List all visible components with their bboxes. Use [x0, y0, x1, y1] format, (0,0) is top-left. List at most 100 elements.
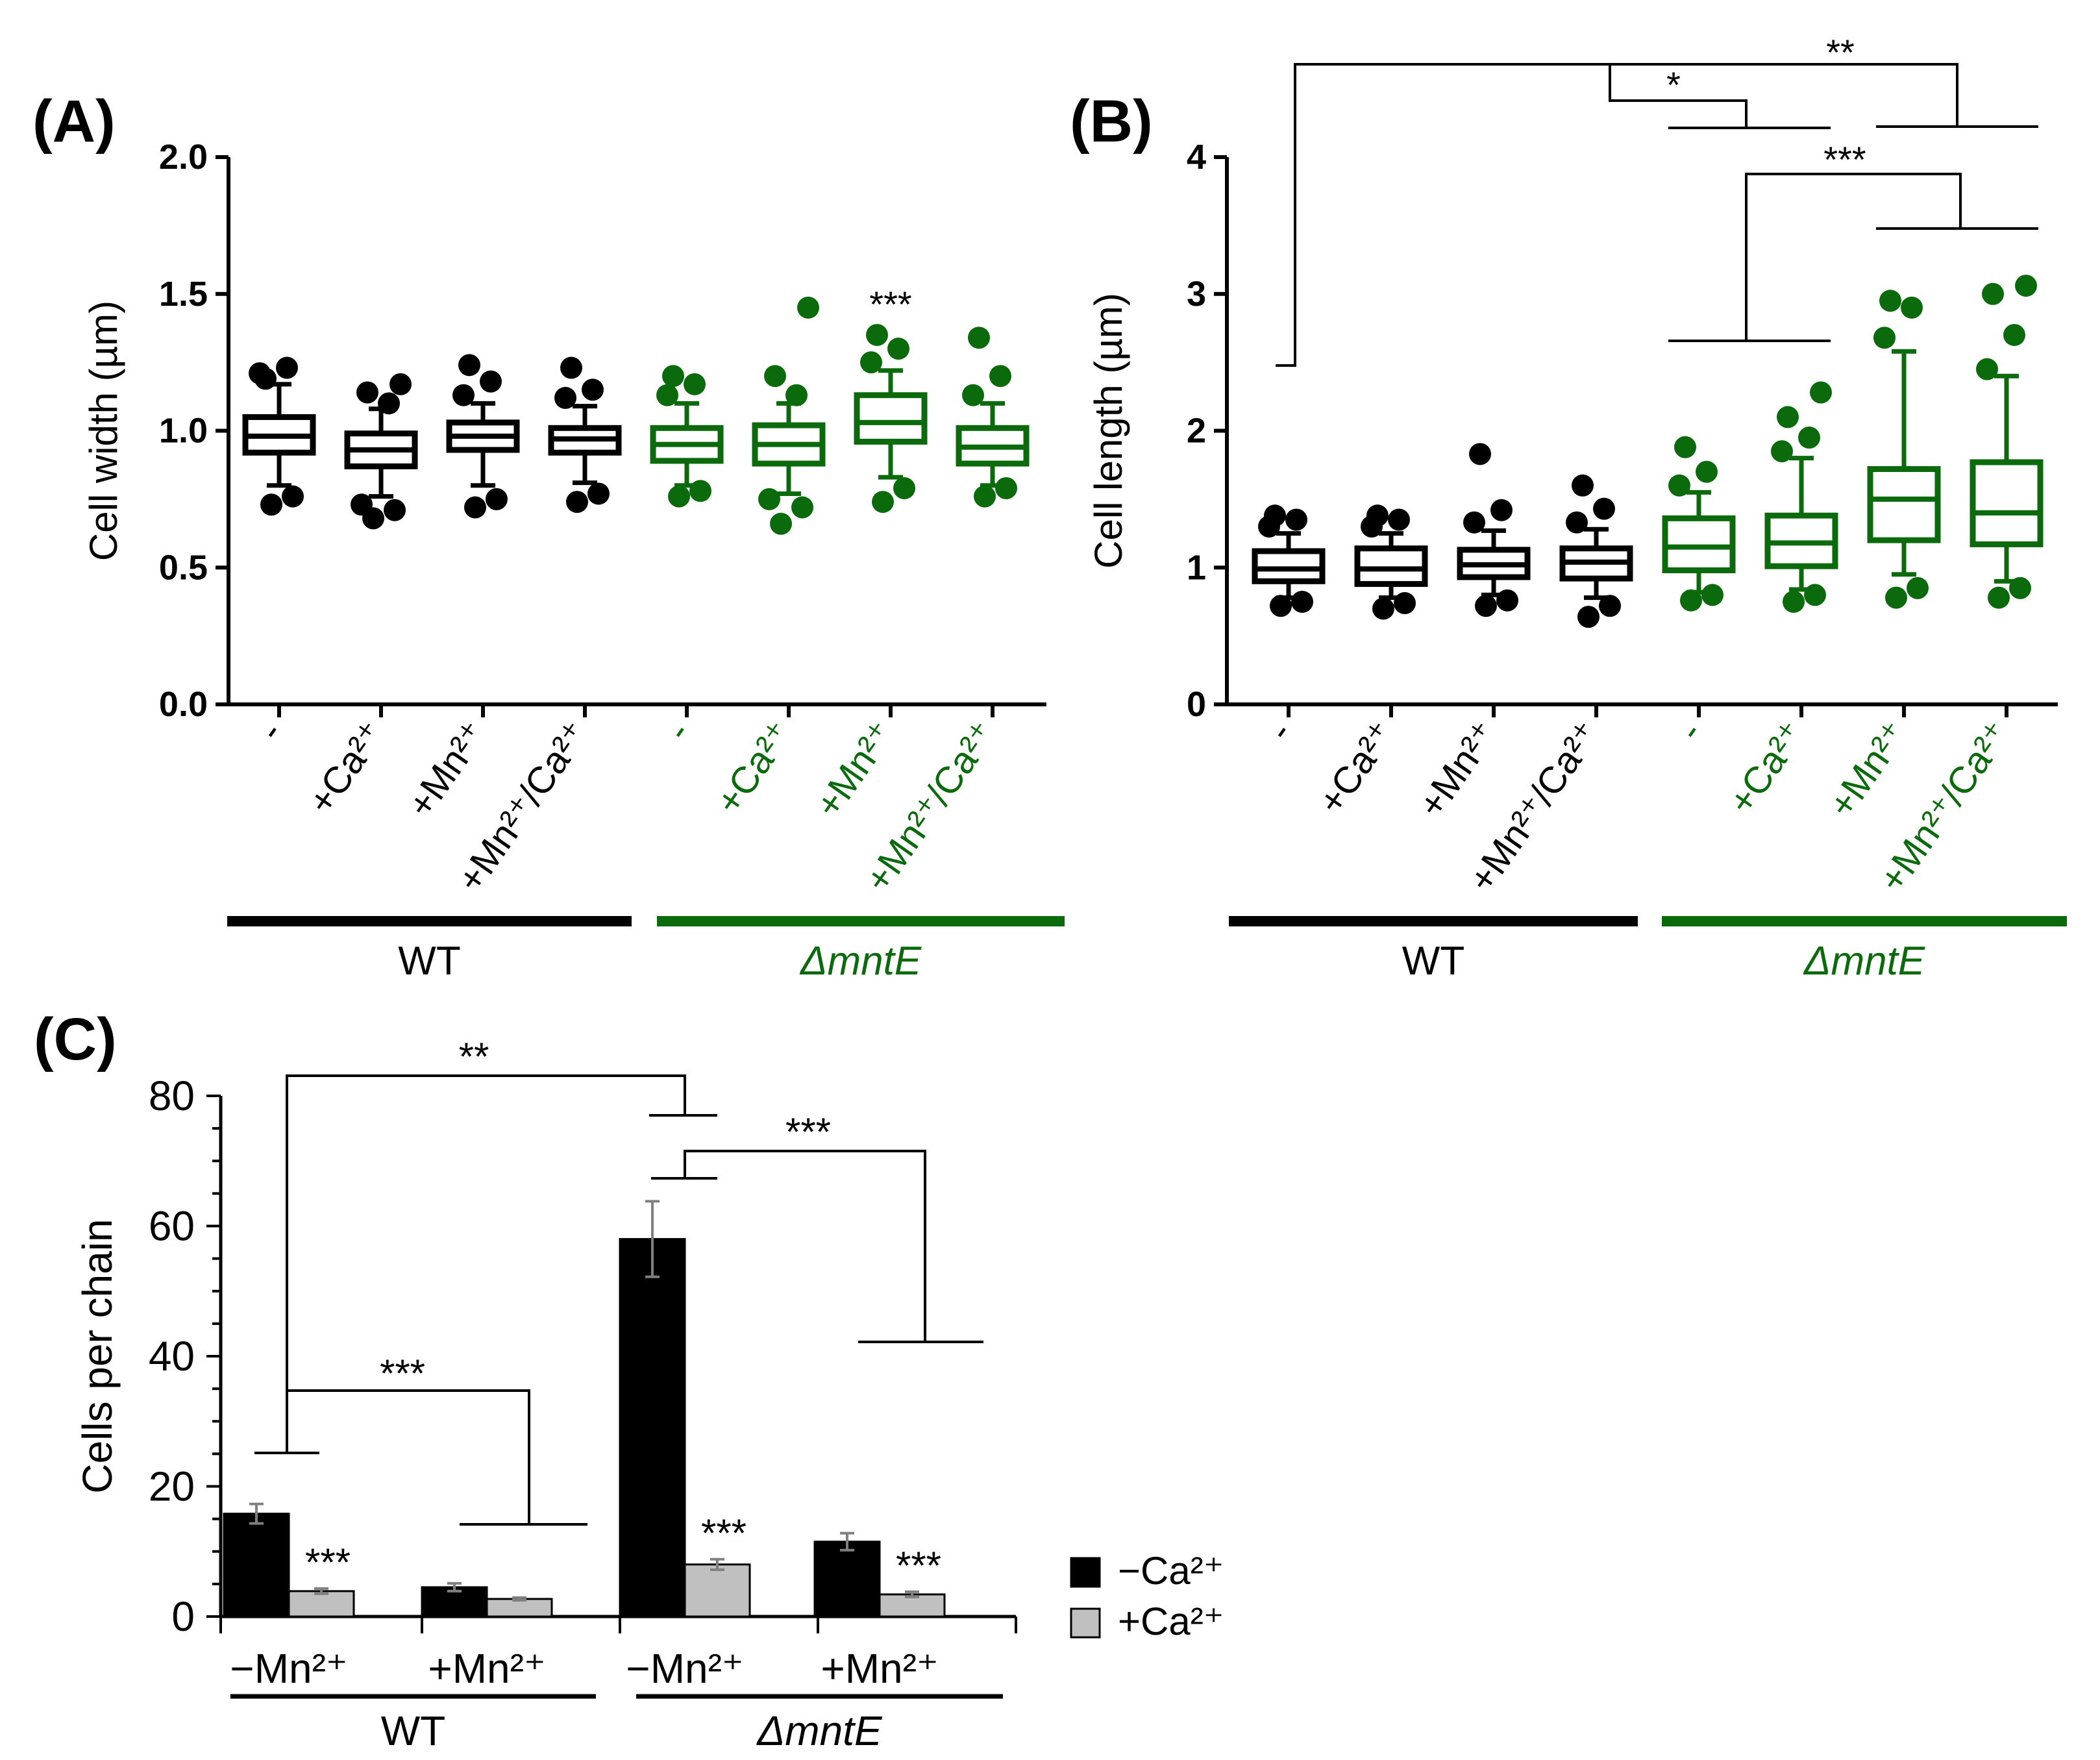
- x-category-label: +Mn²⁺: [1410, 713, 1506, 825]
- y-tick-label: 60: [149, 1203, 195, 1250]
- outlier-point: [1777, 406, 1799, 428]
- outlier-point: [384, 499, 406, 521]
- significance-label: *: [1666, 64, 1681, 105]
- outlier-point: [351, 493, 373, 516]
- outlier-point: [1572, 474, 1594, 497]
- outlier-point: [1873, 327, 1896, 349]
- outlier-point: [1372, 597, 1394, 620]
- y-tick-label: 2: [1187, 412, 1206, 451]
- outlier-point: [1599, 595, 1621, 617]
- outlier-point: [887, 338, 909, 360]
- outlier-point: [872, 491, 894, 514]
- x-category-label: −Mn²⁺: [626, 1645, 743, 1692]
- box-7: [1970, 275, 2044, 609]
- outlier-point: [1291, 590, 1313, 613]
- legend-swatch: [1070, 1607, 1101, 1639]
- y-tick-label: 80: [149, 1072, 195, 1119]
- outlier-point: [452, 384, 475, 406]
- x-category-label: −Mn²⁺: [230, 1645, 347, 1692]
- group-label-mutant: ΔmntE: [756, 1707, 883, 1754]
- significance-label: ***: [869, 284, 911, 325]
- outlier-point: [995, 477, 1017, 500]
- bar-no-ca: [619, 1238, 686, 1618]
- box-6: [854, 323, 928, 514]
- bar-ca: [684, 1563, 751, 1618]
- box-7: [956, 327, 1030, 508]
- outlier-point: [1680, 589, 1702, 612]
- bracket-single-star: [1609, 64, 1831, 129]
- box-body: [854, 392, 928, 445]
- group-label-wt: WT: [398, 939, 460, 984]
- outlier-point: [797, 296, 819, 319]
- box-body: [1970, 459, 2044, 547]
- x-category-label: +Ca²⁺: [1720, 713, 1814, 822]
- y-tick-label: 3: [1187, 275, 1206, 314]
- y-axis-label: Cells per chain: [74, 1219, 121, 1493]
- panel-label-b: (B): [1070, 88, 1153, 155]
- outlier-point: [1469, 443, 1491, 465]
- outlier-point: [684, 373, 706, 395]
- outlier-point: [1577, 606, 1600, 628]
- box-5: [752, 296, 826, 535]
- x-category-label: +Mn²⁺: [821, 1645, 938, 1692]
- outlier-point: [378, 392, 400, 415]
- outlier-point: [785, 384, 808, 406]
- outlier-point: [2009, 576, 2031, 599]
- y-tick-label: 0.5: [159, 548, 208, 587]
- outlier-point: [989, 365, 1011, 388]
- outlier-point: [893, 477, 915, 500]
- outlier-point: [560, 356, 582, 379]
- bracket-wt-mn: [286, 1389, 587, 1526]
- outlier-point: [1879, 290, 1901, 312]
- significance-label: ***: [380, 1352, 425, 1395]
- outlier-point: [1982, 282, 2004, 305]
- outlier-point: [464, 496, 486, 519]
- y-tick-label: 20: [149, 1463, 195, 1510]
- legend-label: +Ca²⁺: [1118, 1600, 1224, 1643]
- outlier-point: [480, 370, 502, 393]
- outlier-point: [1783, 590, 1805, 613]
- y-tick-label: 2.0: [159, 138, 208, 177]
- outlier-point: [1270, 595, 1292, 617]
- outlier-point: [458, 354, 480, 377]
- outlier-point: [2003, 323, 2025, 346]
- box-0: [1252, 504, 1326, 617]
- box-3: [548, 356, 622, 514]
- y-tick-label: 1.5: [159, 275, 208, 314]
- bar-no-ca: [223, 1513, 290, 1618]
- y-tick-label: 1.0: [159, 412, 208, 451]
- outlier-point: [566, 491, 588, 514]
- bracket-wt-arm: [1276, 63, 1610, 367]
- outlier-point: [260, 493, 282, 516]
- x-category-label: +Mn²⁺: [399, 713, 495, 825]
- y-tick-label: 4: [1187, 138, 1206, 177]
- outlier-point: [1566, 511, 1588, 534]
- outlier-point: [1674, 436, 1696, 458]
- box-4: [1662, 436, 1736, 612]
- outlier-point: [668, 485, 690, 508]
- x-category-label: -: [1259, 713, 1300, 748]
- y-tick-label: 40: [149, 1333, 195, 1380]
- x-category-label: +Ca²⁺: [1310, 713, 1403, 822]
- legend-label: −Ca²⁺: [1118, 1549, 1224, 1593]
- outlier-point: [1264, 504, 1286, 527]
- outlier-point: [587, 482, 610, 505]
- box-1: [344, 373, 418, 530]
- outlier-point: [1388, 508, 1410, 531]
- outlier-point: [1810, 381, 1832, 404]
- outlier-point: [1490, 499, 1513, 521]
- box-body: [1354, 545, 1428, 588]
- outlier-point: [974, 485, 996, 508]
- outlier-point: [1475, 595, 1497, 617]
- bracket-double-star: [286, 1074, 717, 1453]
- outlier-point: [968, 327, 990, 349]
- y-tick-label: 1: [1187, 548, 1206, 587]
- significance-label: ***: [1823, 139, 1866, 180]
- box-2: [1457, 443, 1531, 617]
- outlier-point: [2015, 275, 2037, 297]
- outlier-point: [1668, 474, 1690, 497]
- outlier-point: [389, 373, 412, 395]
- outlier-point: [1701, 584, 1723, 606]
- bar-no-ca: [813, 1541, 881, 1618]
